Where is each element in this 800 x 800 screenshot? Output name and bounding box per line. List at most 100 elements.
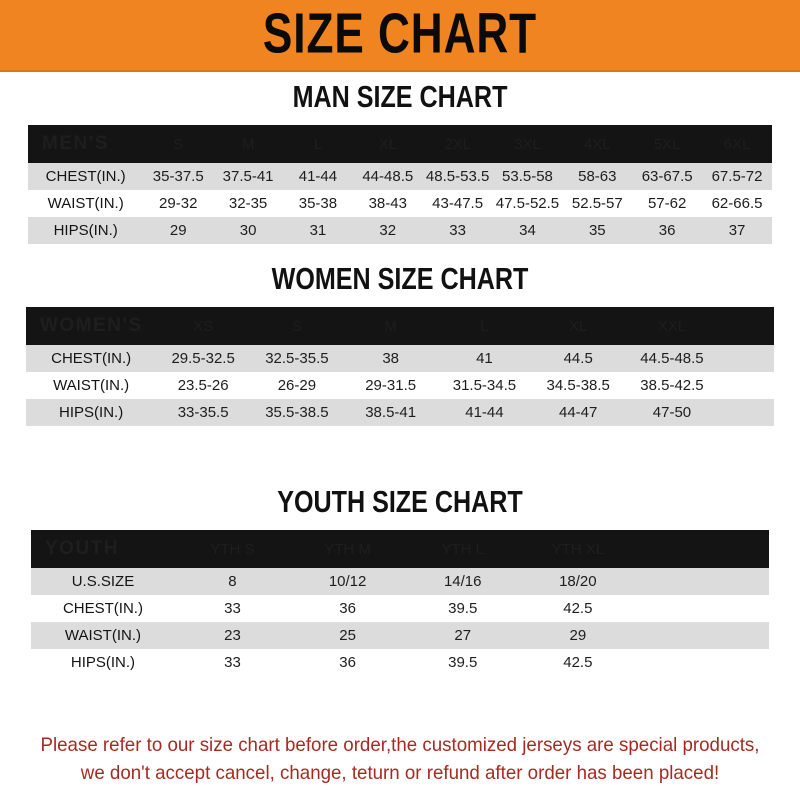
women-section-title: WOMEN SIZE CHART bbox=[271, 262, 529, 296]
table-row: WAIST(IN.) 29-32 32-35 35-38 38-43 43-47.5 47.… bbox=[28, 190, 772, 217]
table-cell: 33 bbox=[174, 595, 291, 622]
table-cell: 44-47 bbox=[531, 399, 626, 426]
table-cell: 38-43 bbox=[352, 190, 423, 217]
table-row: HIPS(IN.) 33 36 39.5 42.5 bbox=[31, 649, 769, 676]
men-size-header-6: 3XL bbox=[514, 135, 541, 153]
table-cell: 14/16 bbox=[405, 568, 521, 595]
table-cell: 43-47.5 bbox=[422, 190, 493, 217]
women-size-header-5: XL bbox=[569, 317, 588, 335]
table-cell: 31 bbox=[283, 217, 353, 244]
table-cell: 39.5 bbox=[405, 595, 521, 622]
men-size-header-7: 4XL bbox=[583, 135, 611, 153]
table-cell: 29 bbox=[520, 622, 636, 649]
table-row: CHEST(IN.) 29.5-32.5 32.5-35.5 38 41 44.5 44.5… bbox=[26, 345, 774, 372]
men-section-title: MAN SIZE CHART bbox=[292, 80, 508, 114]
youth-size-table: YOUTH YTH S YTH M YTH L YTH XL U.S.SIZE 8 10/12… bbox=[31, 530, 769, 676]
table-cell: 34.5-38.5 bbox=[531, 372, 626, 399]
page-title: SIZE CHART bbox=[262, 3, 538, 66]
table-cell: 27 bbox=[405, 622, 521, 649]
table-cell: 44.5-48.5 bbox=[625, 345, 719, 372]
women-size-header-3: M bbox=[384, 317, 397, 335]
table-cell: 33-35.5 bbox=[156, 399, 251, 426]
women-table-header-row: WOMEN'S XS S M L XL XXL bbox=[26, 307, 774, 345]
table-cell: 38.5-41 bbox=[343, 399, 438, 426]
youth-size-header-3: YTH L bbox=[441, 540, 484, 558]
men-measure-label-1: CHEST(IN.) bbox=[28, 163, 144, 190]
table-cell: 41-44 bbox=[437, 399, 532, 426]
women-size-chart-section: WOMEN SIZE CHART WOMEN'S XS S M L XL XXL CHEST(… bbox=[0, 262, 800, 426]
women-size-header-1: XS bbox=[193, 317, 214, 335]
table-cell: 63-67.5 bbox=[632, 163, 703, 190]
table-cell: 57-62 bbox=[632, 190, 703, 217]
women-row-label-header: WOMEN'S bbox=[40, 315, 143, 336]
men-size-header-1: S bbox=[173, 135, 184, 153]
women-size-table: WOMEN'S XS S M L XL XXL CHEST(IN.) 29.5-32.5 32.5… bbox=[26, 307, 774, 426]
youth-row-filler bbox=[635, 649, 769, 676]
men-size-header-3: L bbox=[313, 135, 323, 153]
table-row: HIPS(IN.) 29 30 31 32 33 34 35 36 37 bbox=[28, 217, 772, 244]
women-measure-label-3: HIPS(IN.) bbox=[26, 399, 157, 426]
youth-table-wrapper: YOUTH YTH S YTH M YTH L YTH XL U.S.SIZE 8 10/12… bbox=[31, 530, 769, 676]
table-cell: 30 bbox=[213, 217, 283, 244]
table-cell: 10/12 bbox=[290, 568, 406, 595]
table-row: CHEST(IN.) 35-37.5 37.5-41 41-44 44-48.5 48.5… bbox=[28, 163, 772, 190]
youth-row-filler bbox=[635, 568, 769, 595]
men-size-chart-section: MAN SIZE CHART MEN'S S M L XL 2XL 3XL 4XL 5XL 6XL… bbox=[0, 80, 800, 244]
youth-measure-label-1: U.S.SIZE bbox=[31, 568, 175, 595]
table-cell: 53.5-58 bbox=[492, 163, 563, 190]
table-cell: 35.5-38.5 bbox=[250, 399, 344, 426]
table-cell: 23 bbox=[174, 622, 291, 649]
table-cell: 44-48.5 bbox=[352, 163, 423, 190]
page-banner: SIZE CHART bbox=[0, 0, 800, 72]
youth-row-filler bbox=[635, 595, 769, 622]
table-cell: 47-50 bbox=[625, 399, 719, 426]
table-cell: 31.5-34.5 bbox=[437, 372, 532, 399]
youth-table-header-row: YOUTH YTH S YTH M YTH L YTH XL bbox=[31, 530, 769, 568]
youth-measure-label-2: CHEST(IN.) bbox=[31, 595, 175, 622]
table-cell: 37 bbox=[702, 217, 772, 244]
table-cell: 44.5 bbox=[531, 345, 626, 372]
table-cell: 33 bbox=[422, 217, 493, 244]
men-size-header-4: XL bbox=[378, 135, 397, 153]
youth-size-header-1: YTH S bbox=[210, 540, 255, 558]
men-table-wrapper: MEN'S S M L XL 2XL 3XL 4XL 5XL 6XL CHEST(IN.) 35-37… bbox=[28, 125, 772, 244]
disclaimer-line-2: we don't accept cancel, change, teturn o… bbox=[80, 762, 720, 784]
table-row: WAIST(IN.) 23.5-26 26-29 29-31.5 31.5-34.5 34… bbox=[26, 372, 774, 399]
table-cell: 48.5-53.5 bbox=[422, 163, 493, 190]
table-cell: 42.5 bbox=[520, 595, 636, 622]
table-cell: 38.5-42.5 bbox=[625, 372, 719, 399]
table-cell: 52.5-57 bbox=[562, 190, 633, 217]
table-cell: 35-37.5 bbox=[143, 163, 214, 190]
table-cell: 29.5-32.5 bbox=[156, 345, 251, 372]
table-cell: 37.5-41 bbox=[213, 163, 283, 190]
table-row: U.S.SIZE 8 10/12 14/16 18/20 bbox=[31, 568, 769, 595]
table-cell: 36 bbox=[290, 649, 406, 676]
disclaimer-line-1: Please refer to our size chart before or… bbox=[40, 734, 760, 756]
table-cell: 36 bbox=[290, 595, 406, 622]
table-cell: 32-35 bbox=[213, 190, 283, 217]
youth-size-chart-section: YOUTH SIZE CHART YOUTH YTH S YTH M YTH L YTH… bbox=[0, 487, 800, 676]
women-table-wrapper: WOMEN'S XS S M L XL XXL CHEST(IN.) 29.5-32.5 32.5… bbox=[26, 307, 774, 426]
table-cell: 39.5 bbox=[405, 649, 521, 676]
table-cell: 29-32 bbox=[143, 190, 214, 217]
table-row: WAIST(IN.) 23 25 27 29 bbox=[31, 622, 769, 649]
table-cell: 67.5-72 bbox=[702, 163, 772, 190]
youth-measure-label-4: HIPS(IN.) bbox=[31, 649, 175, 676]
men-measure-label-2: WAIST(IN.) bbox=[28, 190, 144, 217]
women-size-header-2: S bbox=[291, 317, 302, 335]
table-cell: 32 bbox=[352, 217, 423, 244]
table-cell: 23.5-26 bbox=[156, 372, 251, 399]
table-row: HIPS(IN.) 33-35.5 35.5-38.5 38.5-41 41-44 44-… bbox=[26, 399, 774, 426]
table-cell: 47.5-52.5 bbox=[492, 190, 563, 217]
women-header-filler bbox=[719, 307, 774, 345]
table-cell: 29 bbox=[143, 217, 214, 244]
table-cell: 8 bbox=[174, 568, 291, 595]
table-cell: 34 bbox=[492, 217, 563, 244]
men-table-header-row: MEN'S S M L XL 2XL 3XL 4XL 5XL 6XL bbox=[28, 125, 772, 163]
women-row-filler bbox=[718, 399, 774, 426]
youth-row-filler bbox=[635, 622, 769, 649]
table-cell: 35 bbox=[562, 217, 633, 244]
youth-header-filler bbox=[635, 530, 769, 568]
table-cell: 38 bbox=[343, 345, 438, 372]
table-cell: 62-66.5 bbox=[702, 190, 772, 217]
